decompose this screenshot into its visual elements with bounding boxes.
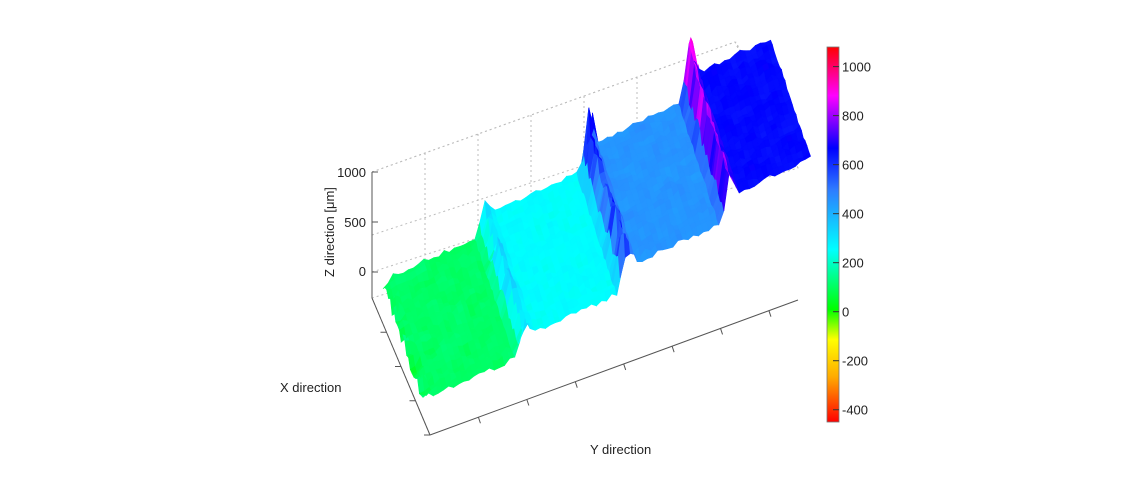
axis-tick bbox=[526, 399, 530, 406]
z-axis-label: Z direction [μm] bbox=[322, 187, 337, 277]
colorbar-tick-label: -200 bbox=[842, 354, 868, 369]
colorbar-tick-label: 1000 bbox=[842, 60, 871, 75]
axis-tick bbox=[671, 346, 675, 353]
colorbar bbox=[826, 46, 840, 423]
surface-plot bbox=[382, 36, 811, 398]
surface-patch bbox=[803, 151, 811, 160]
y-axis-line bbox=[429, 299, 799, 436]
z-tick-label: 500 bbox=[344, 215, 366, 230]
z-tick-label: 0 bbox=[359, 264, 366, 279]
axis-tick bbox=[623, 363, 627, 371]
axis-tick bbox=[477, 417, 481, 424]
ceiling-edge bbox=[371, 41, 799, 173]
colorbar-tick-label: 800 bbox=[842, 109, 864, 124]
x-axis-label: X direction bbox=[280, 380, 341, 395]
colorbar-tick-label: 0 bbox=[842, 305, 849, 320]
colorbar-tick-label: 600 bbox=[842, 158, 864, 173]
gridline bbox=[371, 139, 781, 273]
colorbar-tick-label: 400 bbox=[842, 207, 864, 222]
colorbar-tick-label: -400 bbox=[842, 403, 868, 418]
axis-tick bbox=[768, 310, 772, 317]
colorbar-tick-label: 200 bbox=[842, 256, 864, 271]
z-tick-label: 1000 bbox=[337, 165, 366, 180]
y-axis-label: Y direction bbox=[590, 442, 651, 457]
tick-marks bbox=[372, 171, 772, 436]
colorbar-ticks: 1000 800 600 400 200 0 -200 -400 bbox=[833, 60, 871, 418]
axis-tick bbox=[720, 328, 724, 335]
axis-tick bbox=[574, 381, 578, 388]
